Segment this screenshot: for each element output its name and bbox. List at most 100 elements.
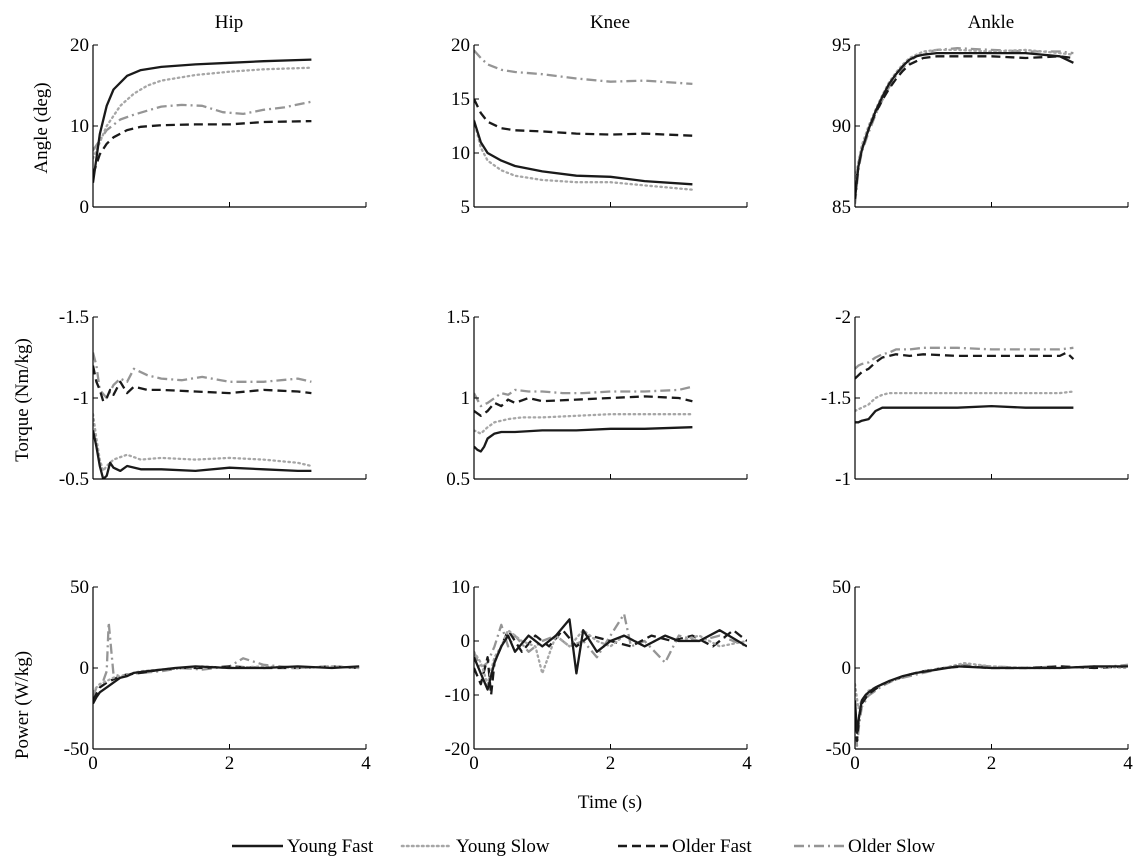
series-group [855, 661, 1128, 747]
series-line-young-fast [855, 665, 1128, 734]
y-tick-label: -0.5 [59, 469, 89, 490]
x-tick-label: 0 [88, 753, 98, 774]
panel-2-2: 0.5 1 1.5 [446, 307, 748, 490]
x-tick-label: 2 [225, 753, 235, 774]
series-line-older-slow [474, 49, 693, 86]
series-line-young-fast [93, 665, 360, 705]
panel-1-2: 5 10 15 20 [451, 35, 748, 218]
series-line-older-fast [474, 395, 693, 417]
y-tick-label: 0 [461, 631, 471, 652]
series-line-young-fast [855, 51, 1074, 200]
y-tick-label: 1.5 [446, 307, 470, 328]
panel-3-2: -20 -10 0 10 0 2 4 [445, 577, 753, 774]
y-tick-label: -10 [445, 685, 470, 706]
y-tick-label: 90 [832, 116, 851, 137]
legend: Young Fast Young Slow Older Fast Older S… [232, 836, 935, 857]
series-line-young-slow [474, 629, 747, 686]
x-tick-label: 4 [742, 753, 752, 774]
column-title-ankle: Ankle [968, 12, 1014, 33]
series-group [474, 385, 694, 453]
series-line-young-fast [474, 120, 693, 186]
series-line-young-fast [93, 58, 312, 183]
x-tick-label: 4 [361, 753, 371, 774]
panel-2-3: -1 -1.5 -2 [821, 307, 1129, 490]
panel-2-1: -0.5 -1 -1.5 [59, 307, 367, 490]
series-line-young-slow [93, 665, 361, 694]
legend-label-older-fast: Older Fast [672, 836, 752, 857]
ylabel-power: Power (W/kg) [12, 651, 33, 759]
y-tick-label: 5 [461, 197, 471, 218]
y-tick-label: 0 [842, 658, 852, 679]
y-tick-label: 10 [451, 577, 470, 598]
series-line-older-slow [855, 47, 1074, 204]
series-group [474, 612, 747, 697]
series-line-young-slow [93, 66, 313, 160]
series-group [93, 58, 313, 183]
y-tick-label: -20 [445, 739, 470, 760]
series-line-older-slow [474, 612, 747, 670]
series-line-young-fast [474, 618, 747, 691]
series-group [855, 47, 1075, 204]
y-tick-label: 0 [80, 197, 90, 218]
y-tick-label: 95 [832, 35, 851, 56]
y-tick-label: 0 [80, 658, 90, 679]
y-tick-label: -1.5 [821, 388, 851, 409]
x-tick-label: 0 [850, 753, 860, 774]
y-tick-label: 20 [451, 35, 470, 56]
xlabel-time: Time (s) [578, 792, 642, 813]
series-line-older-slow [474, 385, 693, 408]
column-title-knee: Knee [590, 12, 630, 33]
x-tick-label: 2 [987, 753, 997, 774]
series-group [93, 352, 313, 479]
ylabel-angle: Angle (deg) [31, 82, 52, 173]
series-line-young-slow [855, 661, 1128, 710]
y-tick-label: 10 [70, 116, 89, 137]
x-tick-label: 0 [469, 753, 479, 774]
series-line-older-fast [474, 98, 693, 137]
y-tick-label: -1 [73, 388, 89, 409]
y-tick-label: 50 [70, 577, 89, 598]
series-line-young-slow [855, 390, 1075, 413]
series-line-young-slow [93, 413, 313, 473]
series-line-older-slow [855, 663, 1128, 747]
y-tick-label: -1.5 [59, 307, 89, 328]
y-tick-label: 50 [832, 577, 851, 598]
series-line-older-fast [855, 351, 1075, 380]
series-line-older-fast [93, 119, 312, 175]
legend-label-young-fast: Young Fast [287, 836, 374, 857]
series-line-young-slow [474, 119, 694, 191]
y-tick-label: 1 [461, 388, 471, 409]
panel-1-1: 0 10 20 [70, 35, 367, 218]
series-group [93, 621, 361, 705]
y-tick-label: -50 [64, 739, 89, 760]
series-line-older-slow [93, 100, 312, 151]
column-title-hip: Hip [215, 12, 244, 33]
series-line-older-fast [855, 55, 1074, 191]
series-group [474, 49, 694, 191]
y-tick-label: 15 [451, 89, 470, 110]
series-line-older-slow [93, 352, 312, 400]
legend-label-young-slow: Young Slow [456, 836, 550, 857]
y-tick-label: 10 [451, 143, 470, 164]
panel-1-3: 85 90 95 [832, 35, 1129, 218]
y-tick-label: 85 [832, 197, 851, 218]
series-line-young-fast [474, 426, 693, 453]
legend-label-older-slow: Older Slow [848, 836, 935, 857]
series-line-older-slow [855, 346, 1074, 370]
y-tick-label: -50 [826, 739, 851, 760]
x-tick-label: 2 [606, 753, 616, 774]
x-tick-label: 4 [1123, 753, 1133, 774]
y-tick-label: -2 [835, 307, 851, 328]
y-tick-label: 0.5 [446, 469, 470, 490]
series-line-young-fast [93, 430, 312, 479]
series-line-older-fast [93, 365, 312, 403]
y-tick-label: 20 [70, 35, 89, 56]
series-line-older-fast [93, 665, 360, 701]
series-line-young-fast [855, 404, 1074, 424]
series-line-young-slow [855, 48, 1075, 184]
y-tick-label: -1 [835, 469, 851, 490]
series-line-older-slow [93, 621, 360, 698]
